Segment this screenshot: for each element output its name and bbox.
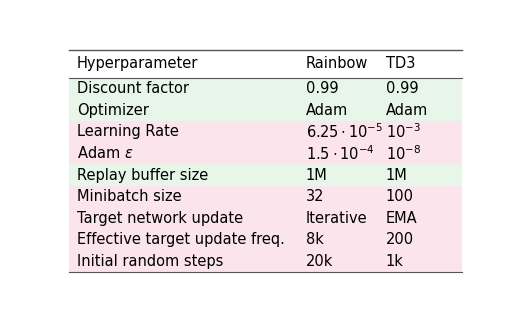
Text: $6.25 \cdot 10^{-5}$: $6.25 \cdot 10^{-5}$ — [306, 122, 383, 141]
Text: Learning Rate: Learning Rate — [77, 124, 179, 139]
Bar — [69, 143, 462, 164]
Text: $1.5 \cdot 10^{-4}$: $1.5 \cdot 10^{-4}$ — [306, 144, 375, 163]
Text: Rainbow: Rainbow — [306, 56, 368, 71]
Text: Adam $\epsilon$: Adam $\epsilon$ — [77, 145, 133, 161]
Text: Initial random steps: Initial random steps — [77, 254, 223, 269]
Text: 200: 200 — [386, 232, 414, 247]
Bar — [69, 100, 462, 121]
Bar — [69, 164, 462, 186]
Text: Effective target update freq.: Effective target update freq. — [77, 232, 285, 247]
Text: $10^{-3}$: $10^{-3}$ — [386, 122, 421, 141]
Bar — [69, 229, 462, 251]
Bar — [69, 121, 462, 143]
Bar — [69, 208, 462, 229]
Text: 20k: 20k — [306, 254, 333, 269]
Bar — [69, 186, 462, 208]
Text: 1k: 1k — [386, 254, 404, 269]
Text: 0.99: 0.99 — [306, 81, 338, 96]
Text: 100: 100 — [386, 189, 414, 204]
Text: Target network update: Target network update — [77, 211, 243, 226]
Text: Adam: Adam — [386, 103, 428, 118]
Text: 1M: 1M — [306, 168, 327, 182]
Bar — [69, 78, 462, 100]
Text: EMA: EMA — [386, 211, 418, 226]
Text: Hyperparameter: Hyperparameter — [77, 56, 198, 71]
Text: Discount factor: Discount factor — [77, 81, 189, 96]
Text: $10^{-8}$: $10^{-8}$ — [386, 144, 421, 163]
Text: Minibatch size: Minibatch size — [77, 189, 181, 204]
Text: Adam: Adam — [306, 103, 348, 118]
Text: 32: 32 — [306, 189, 324, 204]
Text: Iterative: Iterative — [306, 211, 367, 226]
Text: 1M: 1M — [386, 168, 408, 182]
Text: TD3: TD3 — [386, 56, 415, 71]
Text: 8k: 8k — [306, 232, 324, 247]
Text: Replay buffer size: Replay buffer size — [77, 168, 208, 182]
Text: Optimizer: Optimizer — [77, 103, 149, 118]
Text: 0.99: 0.99 — [386, 81, 419, 96]
Bar — [69, 251, 462, 272]
Bar — [69, 50, 462, 78]
